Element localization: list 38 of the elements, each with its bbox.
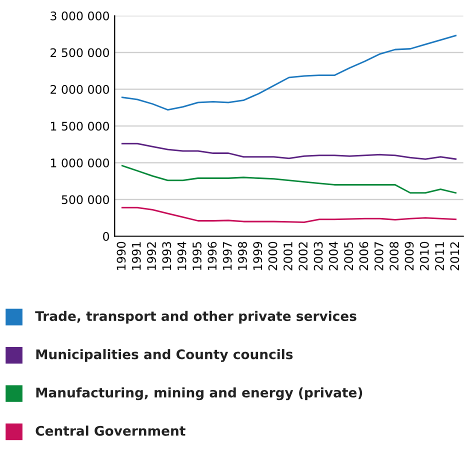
x-tick-label: 1992 [147,242,156,270]
y-tick-label: 2 500 000 [50,48,110,58]
y-tick-label: 3 000 000 [50,11,110,20]
line-series [121,142,457,160]
x-tick-label: 1997 [222,242,232,270]
x-tick-label: 2012 [450,242,460,270]
x-tick-label: 2004 [328,242,338,270]
x-tick-label: 1999 [253,242,262,270]
x-tick-label: 2001 [283,242,292,270]
x-tick-label: 2002 [298,242,308,270]
x-tick-label: 2010 [420,242,429,270]
x-tick-label: 2009 [404,242,414,270]
legend-label: Municipalities and County councils [36,349,293,362]
y-tick-label: 1 500 000 [51,122,110,131]
x-tick-label: 2000 [268,242,278,270]
x-tick-label: 1990 [116,242,126,270]
line-series [121,34,457,111]
x-tick-label: 2005 [344,242,354,270]
line-series [121,164,457,194]
x-tick-label: 1993 [162,242,172,270]
x-tick-label: 1996 [208,242,217,270]
x-tick-label: 2008 [390,242,399,270]
y-tick-label: 2 000 000 [50,84,110,94]
x-tick-label: 1991 [132,242,141,270]
x-tick-label: 2003 [314,242,323,270]
legend-label: Trade, transport and other private services [35,310,356,324]
y-tick-label: 500 000 [62,195,110,204]
x-tick-label: 1995 [192,242,202,270]
y-tick-label: 0 [103,232,110,241]
y-tick-label: 1 000 000 [51,158,110,168]
x-tick-label: 2011 [435,242,444,270]
legend-label: Manufacturing, mining and energy (private) [36,387,362,400]
x-tick-label: 1994 [177,242,186,270]
x-tick-label: 1998 [238,242,247,270]
legend-label: Central Government [36,426,186,436]
line-series [121,206,457,224]
x-tick-label: 2006 [359,242,368,270]
x-tick-label: 2007 [374,242,384,270]
